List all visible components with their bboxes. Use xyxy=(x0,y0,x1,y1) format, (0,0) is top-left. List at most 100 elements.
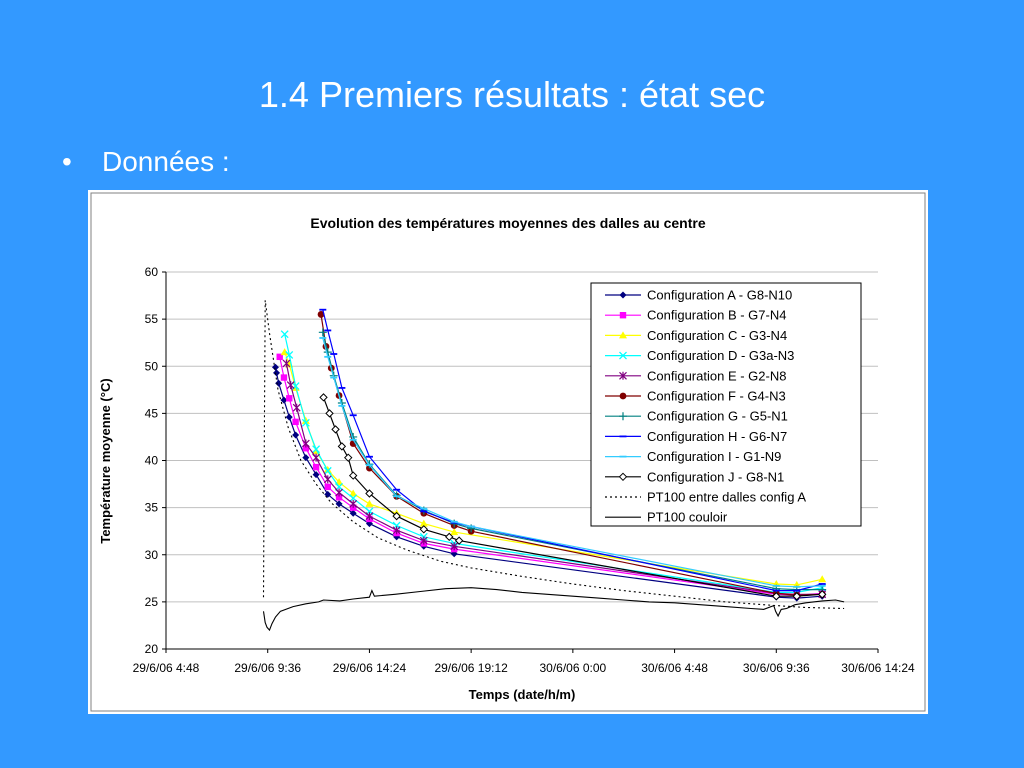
temperature-line-chart: Evolution des températures moyennes des … xyxy=(90,192,926,712)
legend-label: Configuration F - G4-N3 xyxy=(647,389,786,404)
data-point xyxy=(392,526,401,535)
data-point xyxy=(286,381,295,390)
data-point xyxy=(619,412,627,421)
data-point xyxy=(280,348,289,356)
series-12 xyxy=(262,587,845,632)
data-point xyxy=(319,393,328,402)
x-tick-label: 29/6/06 4:48 xyxy=(133,661,200,675)
legend-item: Configuration J - G8-N1 xyxy=(605,469,784,484)
data-point xyxy=(323,466,332,475)
data-point xyxy=(312,445,321,454)
legend-label: Configuration H - G6-N7 xyxy=(647,429,787,444)
data-point xyxy=(285,350,294,359)
series-10 xyxy=(319,393,827,601)
data-point xyxy=(323,475,332,484)
data-point xyxy=(301,439,310,448)
y-tick-label: 35 xyxy=(145,501,159,515)
series-9 xyxy=(319,337,826,588)
bullet-text: Données : xyxy=(102,146,230,177)
y-tick-label: 50 xyxy=(145,359,159,373)
data-point xyxy=(335,488,343,497)
legend-item: Configuration E - G2-N8 xyxy=(605,368,786,383)
data-point xyxy=(282,359,291,368)
data-point xyxy=(365,499,374,507)
legend-label: Configuration A - G8-N10 xyxy=(647,288,792,303)
data-point xyxy=(450,542,459,551)
x-tick-label: 29/6/06 19:12 xyxy=(434,661,508,675)
series-1 xyxy=(271,363,826,602)
legend-label: PT100 couloir xyxy=(647,510,728,525)
y-tick-label: 25 xyxy=(145,595,159,609)
data-point xyxy=(312,453,321,462)
data-point xyxy=(292,403,301,412)
bullet-symbol: • xyxy=(62,146,72,177)
data-point xyxy=(619,371,627,380)
legend-item: Configuration A - G8-N10 xyxy=(605,288,792,303)
data-point xyxy=(280,396,288,404)
data-point xyxy=(419,519,428,527)
data-point xyxy=(273,369,281,377)
y-tick-label: 20 xyxy=(145,642,159,656)
data-point xyxy=(772,592,781,601)
data-point xyxy=(335,494,343,501)
data-point xyxy=(392,511,401,521)
series-line xyxy=(262,300,845,610)
legend-item: Configuration B - G7-N4 xyxy=(605,308,786,323)
legend-label: Configuration B - G7-N4 xyxy=(647,308,786,323)
data-point xyxy=(301,418,310,427)
legend-label: PT100 entre dalles config A xyxy=(647,490,806,505)
legend-item: Configuration F - G4-N3 xyxy=(605,389,786,404)
x-tick-label: 30/6/06 14:24 xyxy=(841,661,915,675)
data-point xyxy=(392,491,401,500)
y-tick-label: 60 xyxy=(145,265,159,279)
legend-item: PT100 entre dalles config A xyxy=(605,490,806,505)
data-point xyxy=(302,454,310,462)
legend-label: Configuration E - G2-N8 xyxy=(647,368,786,383)
legend-item: Configuration D - G3a-N3 xyxy=(605,348,794,363)
data-point xyxy=(301,416,310,424)
legend-item: Configuration I - G1-N9 xyxy=(605,449,781,464)
legend-item: Configuration G - G5-N1 xyxy=(605,409,788,424)
data-point xyxy=(349,509,357,517)
series-11 xyxy=(262,300,845,610)
bullet-item: • Données : xyxy=(62,146,230,178)
data-point xyxy=(325,409,334,418)
legend-label: Configuration I - G1-N9 xyxy=(647,449,781,464)
legend-label: Configuration C - G3-N4 xyxy=(647,328,787,343)
data-point xyxy=(312,463,320,471)
data-point xyxy=(280,374,288,381)
data-point xyxy=(276,353,283,361)
data-point xyxy=(292,418,299,426)
data-point xyxy=(335,500,343,508)
data-point xyxy=(817,590,827,599)
data-point xyxy=(450,528,459,536)
data-point xyxy=(349,499,358,508)
series-line xyxy=(262,587,845,632)
x-tick-label: 30/6/06 9:36 xyxy=(743,661,810,675)
data-point xyxy=(348,471,358,480)
data-point xyxy=(365,520,373,528)
data-point xyxy=(331,425,340,434)
chart-title: Evolution des températures moyennes des … xyxy=(310,215,705,231)
slide-title: 1.4 Premiers résultats : état sec xyxy=(258,74,766,115)
y-tick-label: 40 xyxy=(145,454,159,468)
data-point xyxy=(419,525,429,534)
y-axis-label: Température moyenne (°C) xyxy=(98,378,113,543)
x-tick-label: 30/6/06 0:00 xyxy=(539,661,606,675)
data-point xyxy=(324,483,331,491)
data-point xyxy=(285,413,293,421)
data-point xyxy=(323,465,332,473)
legend-label: Configuration D - G3a-N3 xyxy=(647,348,794,363)
data-point xyxy=(275,379,283,387)
legend-box xyxy=(590,282,862,527)
x-tick-label: 29/6/06 14:24 xyxy=(333,661,407,675)
data-point xyxy=(349,489,358,497)
legend-label: Configuration G - G5-N1 xyxy=(647,409,788,424)
data-point xyxy=(619,392,627,400)
legend-item: Configuration C - G3-N4 xyxy=(605,328,787,343)
data-point xyxy=(618,472,628,482)
data-point xyxy=(365,489,374,498)
data-point xyxy=(286,395,293,402)
data-point xyxy=(619,331,627,339)
data-point xyxy=(312,471,320,479)
